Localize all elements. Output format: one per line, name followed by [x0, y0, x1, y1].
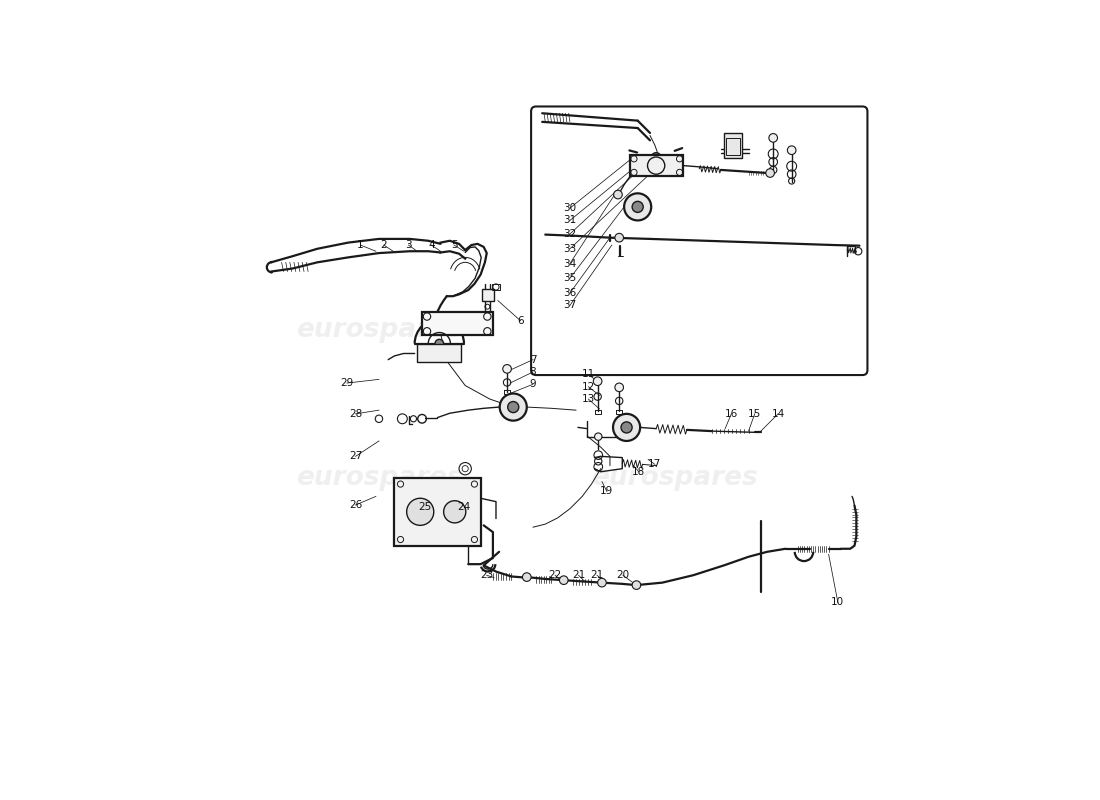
- Circle shape: [651, 153, 661, 162]
- Circle shape: [597, 578, 606, 587]
- Circle shape: [443, 501, 465, 523]
- Text: 5: 5: [451, 240, 458, 250]
- Circle shape: [503, 365, 512, 373]
- Circle shape: [624, 194, 651, 221]
- Text: 29: 29: [340, 378, 353, 388]
- Text: 1: 1: [358, 240, 364, 250]
- Bar: [724, 133, 743, 158]
- Text: 17: 17: [648, 459, 661, 470]
- Bar: [726, 138, 740, 155]
- Text: 18: 18: [632, 466, 646, 477]
- Circle shape: [788, 146, 796, 154]
- Circle shape: [522, 573, 531, 582]
- Text: 24: 24: [458, 502, 471, 513]
- Bar: [394, 478, 481, 546]
- Text: 8: 8: [529, 367, 537, 377]
- Text: 11: 11: [582, 370, 595, 379]
- Circle shape: [499, 394, 527, 421]
- Text: 19: 19: [601, 486, 614, 497]
- Text: 31: 31: [563, 215, 576, 226]
- Text: 10: 10: [832, 598, 845, 607]
- Text: 16: 16: [725, 409, 738, 419]
- Text: 9: 9: [529, 379, 537, 390]
- Bar: [422, 311, 493, 335]
- Circle shape: [614, 190, 623, 199]
- Text: 7: 7: [529, 354, 537, 365]
- Text: 20: 20: [616, 570, 629, 580]
- Text: 28: 28: [349, 409, 362, 419]
- Text: 14: 14: [771, 409, 784, 419]
- Text: 21: 21: [591, 570, 604, 580]
- Circle shape: [766, 169, 774, 178]
- Text: 22: 22: [549, 570, 562, 580]
- Text: 32: 32: [563, 229, 576, 239]
- Circle shape: [593, 377, 602, 386]
- Circle shape: [407, 498, 433, 526]
- Bar: [483, 290, 494, 301]
- Circle shape: [615, 383, 624, 392]
- Circle shape: [508, 402, 519, 413]
- Text: eurospares: eurospares: [592, 465, 758, 491]
- Text: 26: 26: [349, 500, 362, 510]
- Circle shape: [615, 234, 624, 242]
- Circle shape: [632, 202, 644, 213]
- Circle shape: [434, 339, 443, 348]
- Text: 35: 35: [563, 274, 576, 283]
- Circle shape: [769, 134, 778, 142]
- Text: 36: 36: [563, 288, 576, 298]
- Text: 15: 15: [748, 409, 761, 419]
- Circle shape: [560, 576, 568, 585]
- Text: 3: 3: [405, 240, 411, 250]
- Text: 13: 13: [582, 394, 595, 404]
- Text: 6: 6: [517, 316, 524, 326]
- Circle shape: [594, 433, 602, 440]
- Text: 27: 27: [349, 451, 362, 462]
- Text: 34: 34: [563, 258, 576, 269]
- Text: 23: 23: [480, 570, 494, 580]
- Circle shape: [632, 581, 640, 590]
- Text: 4: 4: [428, 240, 435, 250]
- Text: 21: 21: [572, 570, 585, 580]
- Text: eurospares: eurospares: [296, 317, 462, 343]
- Bar: [493, 284, 499, 290]
- Text: 33: 33: [563, 244, 576, 254]
- Text: eurospares: eurospares: [592, 317, 758, 343]
- Text: 25: 25: [418, 502, 432, 513]
- Text: 2: 2: [381, 240, 387, 250]
- Text: 12: 12: [582, 382, 595, 392]
- Text: 30: 30: [563, 203, 576, 213]
- Circle shape: [621, 422, 632, 433]
- Circle shape: [613, 414, 640, 441]
- Text: 37: 37: [563, 301, 576, 310]
- Text: eurospares: eurospares: [296, 465, 462, 491]
- Bar: [630, 154, 683, 176]
- FancyBboxPatch shape: [531, 106, 868, 375]
- Bar: [417, 344, 462, 362]
